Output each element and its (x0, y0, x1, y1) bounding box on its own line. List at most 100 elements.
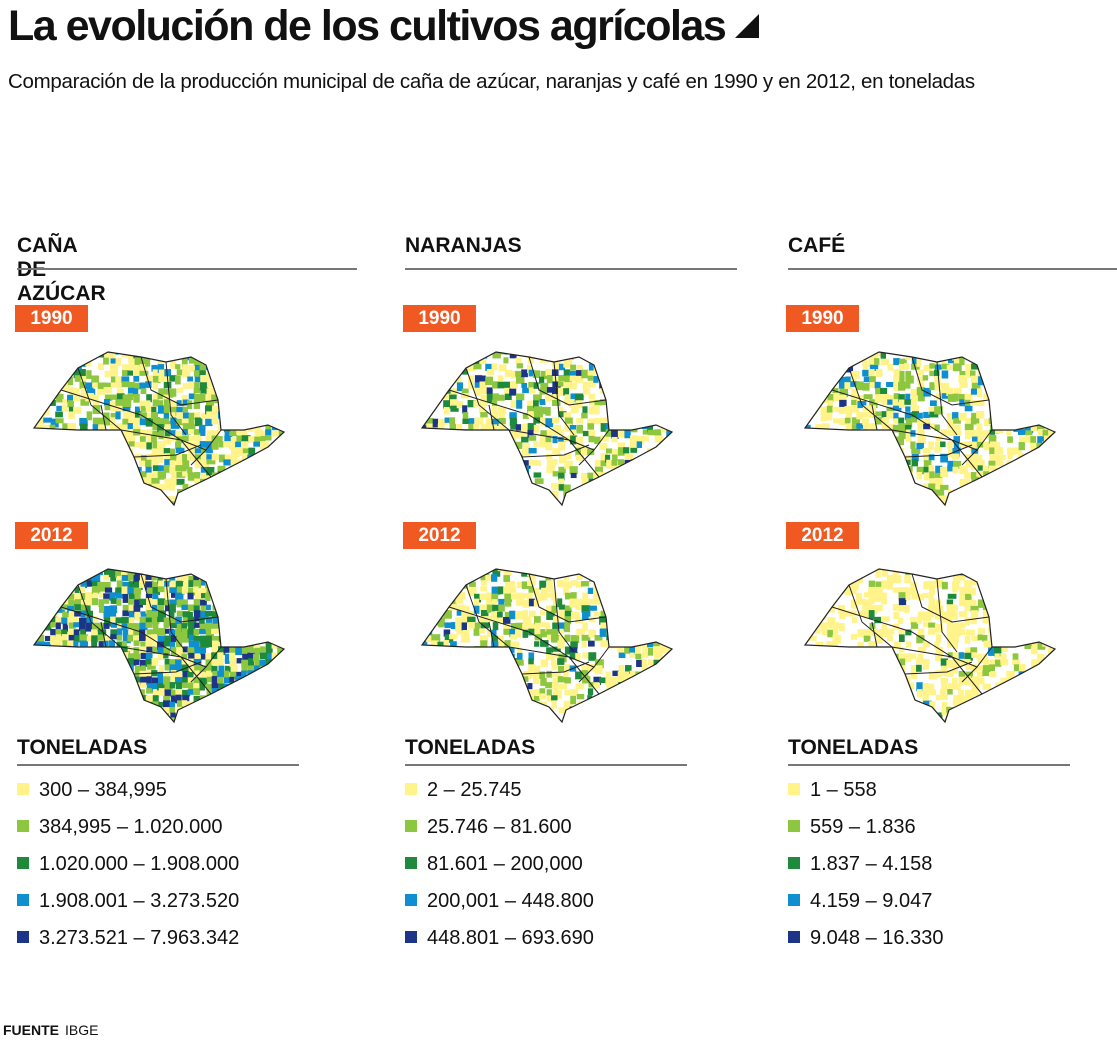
municipality-cell (988, 435, 997, 444)
municipality-cell (552, 459, 558, 465)
municipality-cell (666, 483, 672, 490)
municipality-cell (803, 509, 811, 515)
municipality-cell (647, 581, 654, 591)
municipality-cell (218, 712, 227, 719)
municipality-cell (104, 695, 112, 705)
municipality-cell (242, 448, 251, 458)
municipality-cell (139, 364, 148, 371)
municipality-cell (623, 394, 632, 402)
municipality-cell (491, 478, 500, 484)
municipality-cell (868, 641, 877, 647)
region-border (891, 429, 983, 478)
municipality-cell (85, 352, 92, 361)
municipality-cell (588, 599, 596, 605)
municipality-cell (422, 635, 426, 641)
municipality-cell (893, 405, 902, 411)
municipality-cell (528, 713, 534, 719)
municipality-cell (290, 436, 291, 441)
municipality-cell (223, 484, 232, 491)
municipality-cell (34, 646, 39, 656)
municipality-cell (970, 605, 979, 613)
municipality-cell (976, 388, 983, 398)
municipality-cell (164, 508, 171, 514)
municipality-cell (923, 724, 930, 732)
municipality-cell (92, 616, 99, 623)
municipality-cell (552, 448, 561, 455)
municipality-cell (1025, 465, 1034, 473)
municipality-cell (212, 718, 221, 722)
municipality-cell (122, 725, 129, 732)
municipality-cell (928, 454, 935, 461)
municipality-cell (98, 604, 105, 613)
municipality-cell (463, 725, 468, 730)
municipality-cell (845, 423, 854, 432)
municipality-cell (206, 388, 212, 395)
municipality-cell (259, 707, 268, 716)
municipality-cell (151, 569, 159, 574)
municipality-cell (971, 706, 977, 714)
municipality-cell (839, 472, 849, 480)
municipality-cell (278, 605, 284, 614)
municipality-cell (182, 382, 192, 389)
municipality-cell (200, 580, 208, 586)
municipality-cell (235, 472, 245, 479)
municipality-cell (929, 400, 937, 407)
municipality-cell (617, 375, 624, 382)
municipality-cell (810, 726, 815, 732)
municipality-cell (474, 514, 482, 515)
municipality-cell (265, 357, 274, 366)
municipality-cell (253, 454, 260, 460)
municipality-cell (278, 629, 284, 636)
municipality-cell (564, 664, 570, 673)
municipality-cell (164, 424, 171, 433)
municipality-cell (533, 424, 540, 433)
municipality-cell (163, 412, 172, 421)
municipality-cell (850, 376, 857, 382)
municipality-cell (1060, 465, 1062, 470)
municipality-cell (1030, 436, 1037, 446)
municipality-cell (838, 358, 848, 365)
municipality-cell (917, 369, 924, 376)
municipality-cell (910, 617, 917, 625)
municipality-cell (449, 676, 457, 686)
municipality-cell (970, 388, 980, 395)
municipality-cell (426, 713, 434, 722)
municipality-cell (116, 423, 124, 431)
municipality-cell (217, 465, 226, 472)
municipality-cell (272, 629, 279, 639)
municipality-cell (211, 652, 219, 661)
municipality-cell (480, 640, 488, 649)
municipality-cell (455, 598, 464, 604)
municipality-cell (826, 460, 835, 466)
municipality-cell (193, 575, 200, 584)
municipality-cell (425, 725, 430, 732)
municipality-cell (85, 713, 93, 719)
municipality-cell (38, 352, 44, 362)
municipality-cell (1024, 424, 1034, 434)
municipality-cell (426, 617, 434, 626)
municipality-cell (809, 677, 816, 687)
municipality-cell (55, 418, 64, 424)
municipality-cell (564, 382, 573, 390)
municipality-cell (450, 388, 458, 397)
municipality-cell (431, 358, 439, 367)
municipality-cell (577, 507, 585, 514)
municipality-cell (845, 509, 851, 515)
municipality-cell (653, 731, 660, 732)
municipality-cell (170, 689, 179, 698)
municipality-cell (1012, 406, 1022, 413)
municipality-cell (259, 569, 267, 570)
municipality-cell (121, 640, 127, 649)
municipality-cell (218, 387, 225, 394)
municipality-cell (570, 731, 578, 732)
heading-divider (405, 268, 737, 270)
municipality-cell (230, 713, 236, 721)
municipality-cell (976, 665, 985, 672)
municipality-cell (134, 382, 141, 390)
municipality-cell (438, 477, 448, 486)
municipality-cell (976, 569, 984, 571)
municipality-cell (49, 357, 56, 363)
municipality-cell (635, 641, 641, 648)
municipality-cell (62, 653, 70, 660)
state-outline (32, 351, 286, 507)
